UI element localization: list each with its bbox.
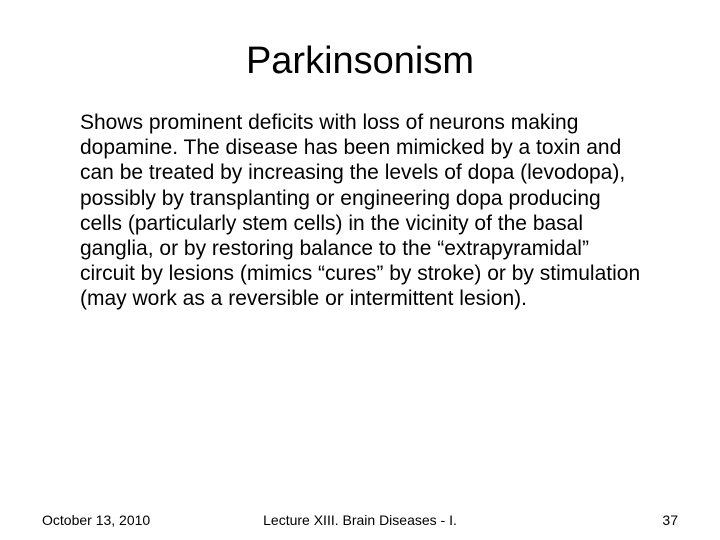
slide: Parkinsonism Shows prominent deficits wi… xyxy=(0,0,720,540)
slide-title: Parkinsonism xyxy=(0,40,720,83)
slide-body-text: Shows prominent deficits with loss of ne… xyxy=(80,110,645,312)
footer-page-number: 37 xyxy=(662,512,678,528)
footer-lecture: Lecture XIII. Brain Diseases - I. xyxy=(0,512,720,528)
